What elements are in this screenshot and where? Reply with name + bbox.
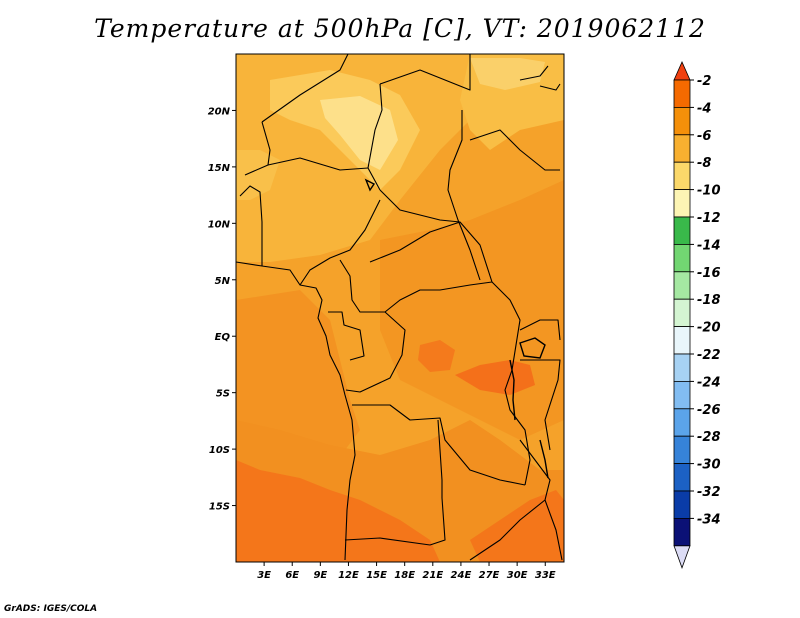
colorbar-top-triangle bbox=[673, 61, 691, 81]
colorbar-segment bbox=[673, 518, 691, 547]
colorbar-label: -20 bbox=[697, 321, 721, 336]
temp-band-hot-congo bbox=[418, 340, 455, 372]
border-drc-south bbox=[352, 404, 526, 486]
lat-label: 10N bbox=[208, 219, 231, 230]
colorbar-segment bbox=[673, 435, 691, 465]
colorbar-label: -4 bbox=[697, 101, 711, 116]
lon-label: 9E bbox=[313, 570, 327, 581]
colorbar: -2 -4 -6 -8 -10 -12 -14 -16 -18 -20 -22 -24 -26 -28 -3… bbox=[673, 61, 721, 569]
colorbar-label: -14 bbox=[697, 238, 721, 253]
colorbar-segment bbox=[673, 408, 691, 437]
lon-label: 12E bbox=[338, 570, 359, 581]
colorbar-segment bbox=[673, 79, 691, 108]
lon-label: 6E bbox=[285, 570, 299, 581]
border-niger-nigeria bbox=[267, 157, 369, 171]
lon-label: 24E bbox=[451, 570, 472, 581]
border-mozambique bbox=[544, 499, 563, 561]
colorbar-segment bbox=[673, 353, 691, 382]
colorbar-segment bbox=[673, 189, 691, 218]
colorbar-label: -30 bbox=[697, 458, 721, 473]
credit-label: GrADS: IGES/COLA bbox=[4, 604, 98, 614]
lon-label: 27E bbox=[479, 570, 500, 581]
temp-band-hot-lakes bbox=[455, 360, 535, 395]
lat-label: 20N bbox=[208, 106, 231, 117]
colorbar-segment bbox=[673, 380, 691, 410]
colorbar-label: -10 bbox=[697, 184, 721, 199]
colorbar-segment bbox=[673, 243, 691, 273]
colorbar-segment bbox=[673, 161, 691, 190]
lat-label: 5S bbox=[216, 389, 230, 400]
border-benin bbox=[239, 185, 263, 266]
coastline-west-africa bbox=[235, 261, 356, 561]
coast-ne bbox=[519, 65, 561, 91]
border-gabon bbox=[328, 311, 365, 361]
country-borders bbox=[235, 53, 563, 561]
colorbar-segment bbox=[673, 271, 691, 300]
lat-axis: 20N 15N 10N 5N EQ 5S 10S 15S bbox=[208, 106, 236, 513]
lon-label: 18E bbox=[394, 570, 415, 581]
map-title: Temperature at 500hPa [C], VT: 201906211… bbox=[94, 14, 706, 43]
border-libya-chad bbox=[379, 54, 471, 91]
colorbar-segment bbox=[673, 107, 691, 136]
colorbar-label: -18 bbox=[697, 293, 721, 308]
border-car-north bbox=[369, 221, 493, 283]
colorbar-label: -22 bbox=[697, 348, 721, 363]
border-angola-zambia bbox=[429, 419, 446, 546]
colorbar-segment bbox=[673, 298, 691, 328]
colorbar-label: -34 bbox=[697, 512, 721, 527]
lon-label: 30E bbox=[507, 570, 528, 581]
border-niger-chad bbox=[367, 83, 383, 191]
lon-label: 3E bbox=[257, 570, 271, 581]
border-mali-niger bbox=[244, 121, 271, 176]
border-drc-east bbox=[491, 281, 531, 486]
colorbar-label: -28 bbox=[697, 430, 721, 445]
colorbar-label: -2 bbox=[697, 74, 711, 89]
colorbar-label: -8 bbox=[697, 156, 711, 171]
border-cameroon-car bbox=[339, 259, 385, 313]
border-algeria-niger bbox=[261, 53, 349, 123]
temp-band-light-west-sahel bbox=[236, 150, 280, 200]
lon-axis: 3E 6E 9E 12E 15E 18E 21E 24E 27E 30E 33E bbox=[257, 562, 556, 581]
border-sudan-ethiopia bbox=[469, 129, 560, 171]
temp-band-hot-southwest bbox=[236, 460, 440, 562]
map-panel bbox=[235, 53, 565, 563]
lon-label: 33E bbox=[535, 570, 556, 581]
lon-label: 21E bbox=[422, 570, 443, 581]
border-chad-car bbox=[379, 189, 461, 223]
colorbar-segment bbox=[673, 216, 691, 245]
colorbar-segment bbox=[673, 463, 691, 492]
colorbar-segment bbox=[673, 326, 691, 355]
border-nigeria-cameroon bbox=[299, 199, 381, 286]
lat-label: EQ bbox=[215, 332, 231, 343]
colorbar-label: -16 bbox=[697, 266, 721, 281]
border-congo-drc bbox=[345, 311, 406, 393]
colorbar-segment bbox=[673, 134, 691, 163]
lake-victoria bbox=[519, 337, 546, 359]
colorbar-label: -24 bbox=[697, 375, 721, 390]
lon-label: 15E bbox=[366, 570, 387, 581]
map-frame bbox=[235, 53, 565, 563]
colorbar-label: -6 bbox=[697, 129, 711, 144]
lake-chad bbox=[364, 178, 376, 192]
lat-label: 5N bbox=[215, 276, 231, 287]
border-tanzania bbox=[520, 359, 561, 451]
colorbar-segment bbox=[673, 490, 691, 519]
colorbar-label: -26 bbox=[697, 403, 721, 418]
colorbar-label: -12 bbox=[697, 211, 721, 226]
colorbar-label: -32 bbox=[697, 485, 721, 500]
temp-band-lightest-sahara bbox=[320, 96, 398, 170]
border-chad-sudan bbox=[447, 110, 481, 281]
border-angola-namibia bbox=[344, 537, 431, 546]
colorbar-bottom-triangle bbox=[673, 545, 691, 569]
lakes bbox=[364, 178, 549, 479]
lat-label: 15S bbox=[209, 502, 230, 513]
border-uganda-kenya bbox=[519, 319, 561, 341]
lat-label: 15N bbox=[208, 163, 231, 174]
lat-label: 10S bbox=[209, 445, 230, 456]
lake-malawi bbox=[539, 439, 549, 479]
temp-band-light-ne-corner bbox=[470, 58, 545, 90]
border-car-drc bbox=[384, 281, 493, 313]
lake-tanganyika bbox=[509, 359, 516, 421]
